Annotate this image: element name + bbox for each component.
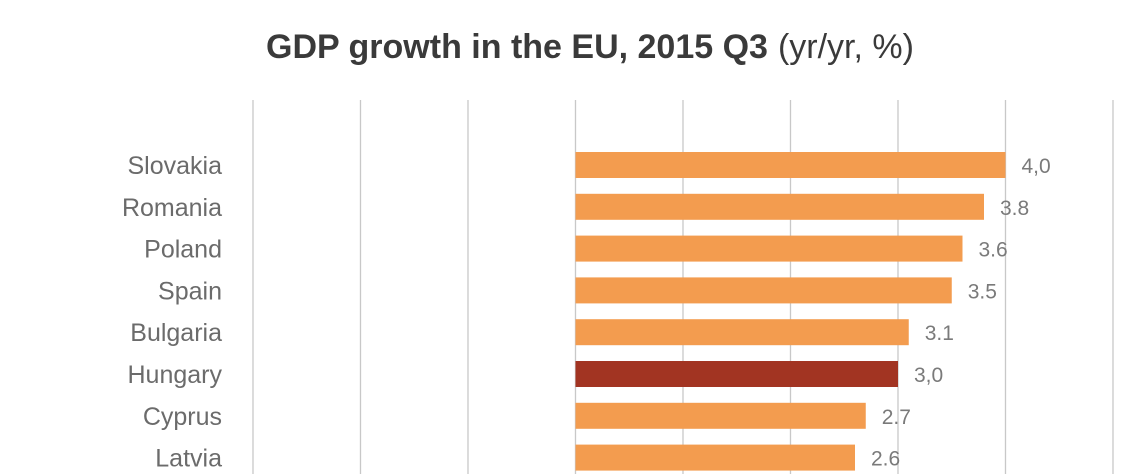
bar-hungary <box>575 361 898 387</box>
category-label: Poland <box>144 236 222 264</box>
bar-slovakia <box>575 152 1006 178</box>
bar-spain <box>575 277 952 304</box>
category-label: Bulgaria <box>130 319 222 347</box>
value-label: 3.1 <box>925 322 954 345</box>
category-label: Hungary <box>128 361 223 389</box>
bar-poland <box>575 235 963 262</box>
value-label: 3.8 <box>1000 197 1029 220</box>
chart-title-unit: (yr/yr, %) <box>778 28 914 66</box>
category-label: Latvia <box>155 445 222 473</box>
chart-title: GDP growth in the EU, 2015 Q3 (yr/yr, %) <box>266 28 914 66</box>
bar-bulgaria <box>575 319 909 346</box>
value-label: 3.5 <box>968 280 997 303</box>
value-label: 3.6 <box>979 239 1008 262</box>
category-label: Slovakia <box>128 152 223 180</box>
labels: Slovakia 4,0 Romania 3.8 Poland 3.6 Spain 3.5 Bu… <box>122 152 1051 473</box>
bar-cyprus <box>575 402 866 429</box>
chart-title-main: GDP growth in the EU, 2015 Q3 <box>266 28 768 66</box>
value-label: 2.7 <box>882 406 911 429</box>
value-label: 3,0 <box>914 364 943 387</box>
value-label: 2.6 <box>871 448 900 471</box>
category-label: Romania <box>122 194 222 222</box>
category-label: Cyprus <box>143 403 222 431</box>
category-label: Spain <box>158 277 222 305</box>
value-label: 4,0 <box>1022 155 1051 178</box>
bar-romania <box>575 193 984 220</box>
bar-latvia <box>575 444 855 471</box>
bars <box>575 152 1006 471</box>
